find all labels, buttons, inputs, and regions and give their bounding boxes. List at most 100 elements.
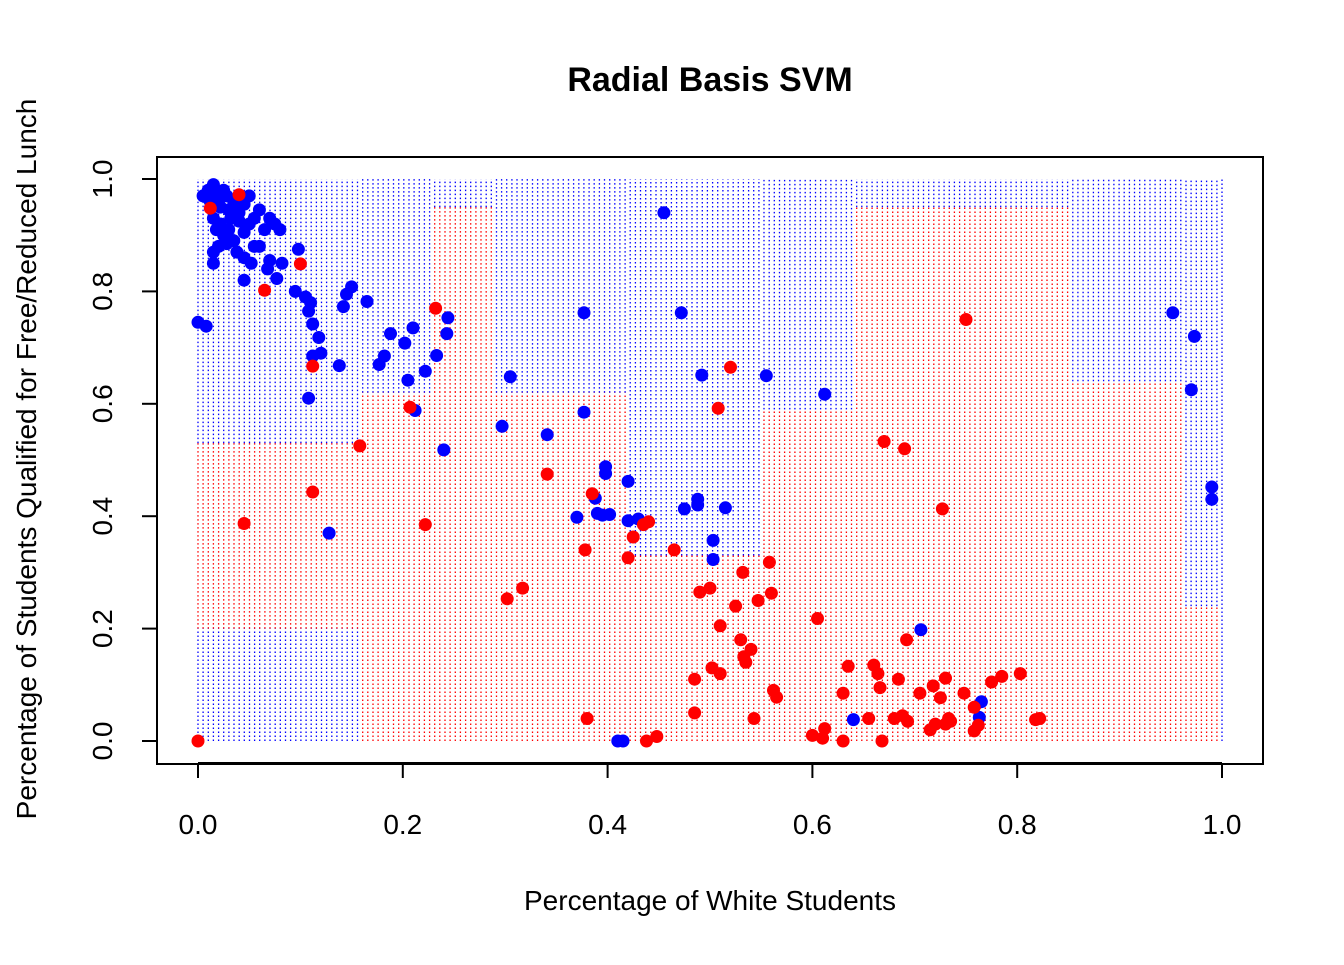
data-point-red (403, 400, 417, 414)
data-point-blue (242, 217, 256, 231)
data-point-red (693, 585, 707, 599)
data-point-blue (401, 373, 415, 387)
data-point-red (811, 612, 824, 625)
data-point-blue (418, 364, 432, 378)
data-point-red (306, 485, 320, 499)
data-point-blue (242, 189, 256, 203)
data-point-red (713, 619, 727, 633)
data-point-blue (695, 368, 709, 382)
data-point-red (626, 530, 640, 544)
data-point-red (944, 714, 958, 728)
data-point-red (580, 712, 594, 725)
data-point-blue (440, 327, 454, 341)
data-point-red (688, 706, 702, 720)
data-point-blue (706, 533, 720, 547)
data-point-red (873, 681, 887, 695)
data-point-blue (1166, 306, 1180, 320)
data-point-blue (657, 206, 671, 220)
data-point-red (667, 543, 681, 557)
data-point-red (353, 439, 367, 453)
data-point-red (724, 360, 737, 374)
y-tick-label: 0.8 (87, 272, 118, 311)
data-point-blue (674, 306, 688, 320)
data-point-red (957, 686, 971, 700)
data-point-red (739, 655, 753, 669)
data-point-red (764, 586, 778, 600)
data-point-red (836, 686, 850, 700)
data-point-red (933, 691, 947, 705)
y-tick-label: 0.4 (87, 497, 118, 536)
x-tick-label: 0.0 (179, 809, 218, 840)
x-axis: 0.0 0.2 0.4 0.6 0.8 1.0 (179, 762, 1242, 840)
data-point-red (516, 581, 530, 595)
x-axis-label: Percentage of White Students (524, 885, 896, 916)
data-point-blue (263, 254, 277, 267)
data-point-blue (360, 295, 374, 308)
y-tick-label: 0.2 (87, 609, 118, 648)
x-tick-label: 1.0 (1203, 809, 1242, 840)
data-point-blue (312, 331, 326, 344)
data-point-blue (1205, 492, 1219, 506)
data-point-blue (232, 214, 246, 228)
y-tick-label: 1.0 (87, 160, 118, 199)
data-point-red (967, 700, 981, 714)
data-point-blue (398, 336, 412, 350)
y-axis-label: Percentage of Students Qualified for Fre… (11, 99, 42, 820)
data-point-red (770, 690, 784, 704)
data-point-blue (577, 405, 591, 419)
data-point-blue (603, 508, 617, 521)
data-point-blue (1187, 329, 1201, 343)
data-point-red (901, 714, 915, 728)
data-point-red (875, 734, 889, 748)
data-point-red (877, 435, 891, 448)
data-point-blue (616, 734, 630, 748)
data-point-red (871, 667, 885, 681)
x-tick-label: 0.2 (383, 809, 422, 840)
data-point-red (818, 722, 832, 736)
data-point-red (650, 730, 664, 743)
data-point-blue (306, 317, 320, 331)
data-point-red (913, 686, 927, 700)
data-point-red (1033, 712, 1047, 725)
data-point-blue (577, 306, 591, 320)
data-point-red (203, 201, 217, 215)
y-axis: 0.0 0.2 0.4 0.6 0.8 1.0 (87, 160, 158, 760)
data-point-blue (818, 387, 832, 401)
x-tick-label: 0.4 (588, 809, 627, 840)
data-point-red (688, 672, 702, 686)
data-point-blue (540, 428, 554, 442)
data-point-blue (718, 501, 732, 515)
data-point-red (959, 313, 973, 326)
data-point-red (841, 659, 855, 673)
data-point-red (640, 734, 653, 748)
data-point-blue (599, 467, 613, 480)
data-point-red (293, 257, 307, 271)
data-point-blue (406, 321, 420, 335)
data-point-red (935, 502, 949, 516)
data-point-red (747, 712, 761, 725)
data-point-blue (199, 319, 213, 333)
data-point-red (418, 518, 432, 532)
data-point-red (836, 734, 850, 748)
data-point-red (703, 581, 717, 595)
data-point-red (995, 669, 1009, 683)
data-point-blue (570, 510, 584, 524)
data-point-red (744, 642, 758, 656)
data-point-blue (621, 474, 635, 488)
data-point-blue (291, 242, 305, 256)
data-point-red (729, 599, 743, 613)
data-point-red (734, 633, 748, 647)
data-point-blue (437, 443, 451, 457)
data-point-blue (914, 623, 928, 637)
data-point-red (971, 718, 985, 732)
data-point-blue (270, 272, 284, 285)
data-point-red (898, 442, 912, 456)
data-point-blue (252, 239, 266, 253)
data-point-red (500, 592, 514, 606)
data-point-blue (345, 280, 359, 294)
data-point-blue (237, 273, 251, 287)
data-point-blue (677, 502, 691, 516)
data-point-blue (377, 349, 391, 363)
data-point-red (711, 401, 725, 415)
